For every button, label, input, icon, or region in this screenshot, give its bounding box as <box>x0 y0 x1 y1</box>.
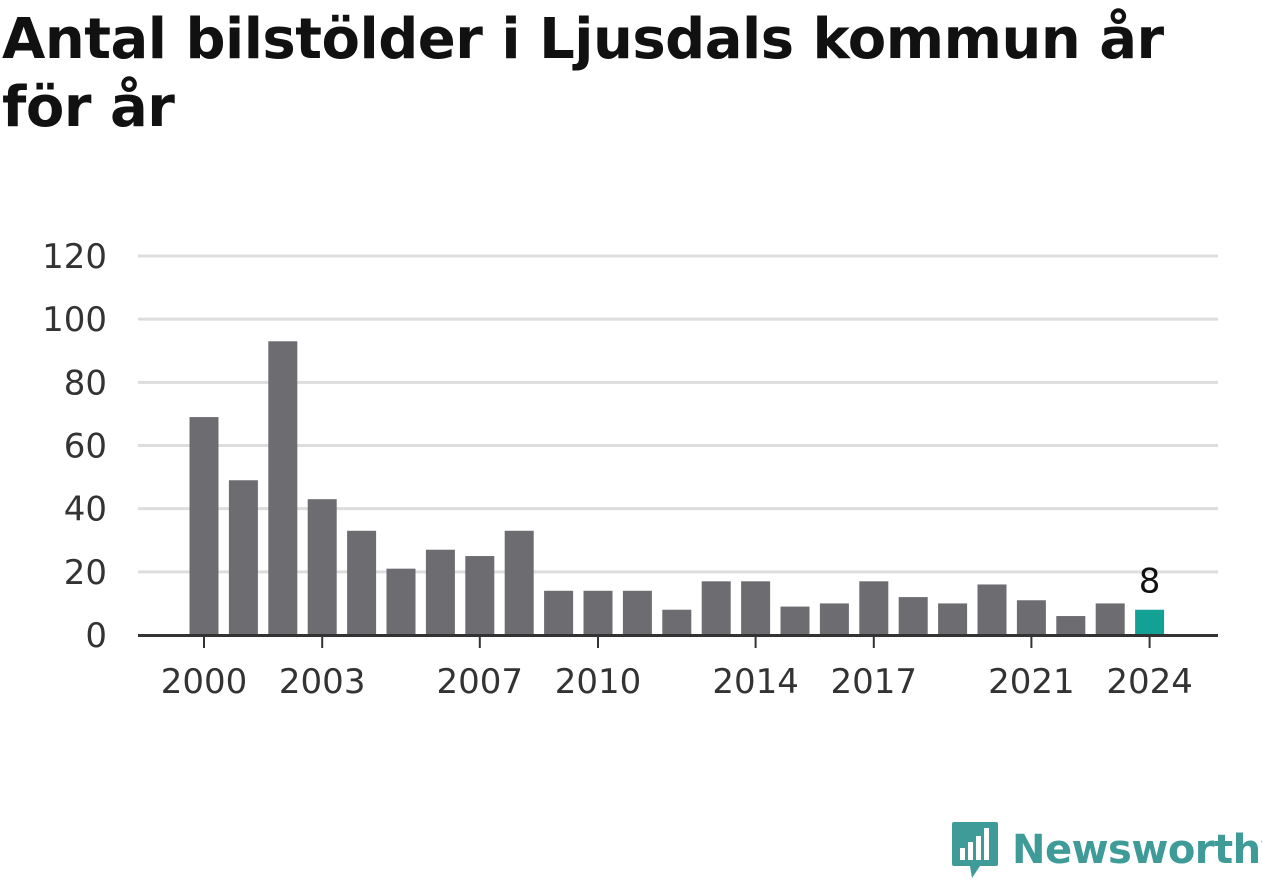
data-labels: 8 <box>1139 562 1161 602</box>
bar-2001 <box>228 480 258 635</box>
bar-2020 <box>977 584 1007 635</box>
bar-2016 <box>819 603 849 635</box>
y-tick-label-40: 40 <box>64 490 107 530</box>
bars <box>138 341 1218 637</box>
y-tick-label-20: 20 <box>64 553 107 593</box>
y-axis-ticks: 0 20 40 60 80 100 120 <box>42 237 107 656</box>
y-tick-label-100: 100 <box>42 300 107 340</box>
bar-2015 <box>780 606 810 635</box>
bar-2006 <box>425 549 455 635</box>
data-label-2024: 8 <box>1139 562 1161 602</box>
bar-2004 <box>347 530 377 635</box>
x-axis-ticks: 2000 2003 2007 2010 2014 2017 2021 2024 <box>161 635 1193 702</box>
bar-2009 <box>544 590 574 635</box>
bar-2014 <box>741 581 771 635</box>
gridlines <box>138 254 1218 574</box>
y-tick-label-120: 120 <box>42 237 107 277</box>
y-tick-label-0: 0 <box>85 616 107 656</box>
bar-2008 <box>504 530 534 635</box>
x-tick-label-2000: 2000 <box>161 662 248 702</box>
x-tick-label-2024: 2024 <box>1106 662 1193 702</box>
y-tick-label-80: 80 <box>64 363 107 403</box>
bar-2013 <box>701 581 731 635</box>
bar-2007 <box>465 556 495 635</box>
bar-2005 <box>386 568 416 635</box>
x-tick-label-2003: 2003 <box>279 662 366 702</box>
x-tick-label-2010: 2010 <box>555 662 642 702</box>
bar-2022 <box>1056 616 1086 635</box>
x-tick-label-2014: 2014 <box>712 662 799 702</box>
x-tick-label-2007: 2007 <box>437 662 524 702</box>
bar-2003 <box>307 499 337 635</box>
bar-2018 <box>898 597 928 635</box>
bar-2011 <box>622 590 652 635</box>
brand-name: Newsworthy <box>1012 827 1262 873</box>
bar-2000 <box>189 417 219 635</box>
x-tick-label-2017: 2017 <box>831 662 918 702</box>
bar-2010 <box>583 590 613 635</box>
chart-title: Antal bilstölder i Ljusdals kommun år fö… <box>2 7 1164 140</box>
bar-2017 <box>859 581 889 635</box>
newsworthy-brand: Newsworthy <box>950 818 1262 882</box>
bar-2021 <box>1016 600 1046 635</box>
y-tick-label-60: 60 <box>64 427 107 467</box>
bar-2024 <box>1135 609 1165 635</box>
bar-2019 <box>938 603 968 635</box>
bar-2002 <box>268 341 298 635</box>
newsworthy-logo-icon <box>952 822 998 878</box>
bar-2012 <box>662 609 692 635</box>
bar-2023 <box>1095 603 1125 635</box>
x-tick-label-2021: 2021 <box>988 662 1075 702</box>
